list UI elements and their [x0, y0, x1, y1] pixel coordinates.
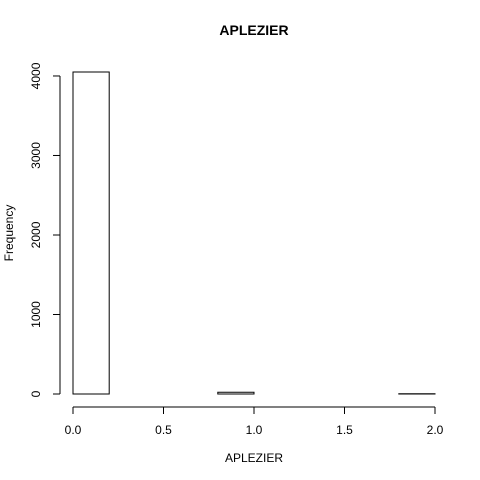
x-tick-label: 1.0	[246, 423, 263, 437]
chart-title: APLEZIER	[219, 22, 288, 38]
x-tick-label: 2.0	[427, 423, 444, 437]
histogram-bar	[72, 71, 110, 395]
x-tick-label: 0.5	[155, 423, 172, 437]
y-tick-label: 1000	[29, 301, 43, 328]
y-axis-label: Frequency	[2, 205, 16, 262]
y-tick-label: 0	[29, 390, 43, 397]
y-tick-label: 3000	[29, 142, 43, 169]
x-tick-label: 0.0	[65, 423, 82, 437]
y-tick-label: 2000	[29, 221, 43, 248]
y-axis: 0 1000 2000 3000 4000	[29, 62, 61, 397]
histogram-bar	[217, 391, 255, 395]
bars-group	[72, 71, 436, 395]
x-tick-label: 1.5	[336, 423, 353, 437]
x-axis-label: APLEZIER	[225, 451, 283, 465]
x-axis: 0.0 0.5 1.0 1.5 2.0	[65, 406, 444, 437]
y-tick-label: 4000	[29, 62, 43, 89]
